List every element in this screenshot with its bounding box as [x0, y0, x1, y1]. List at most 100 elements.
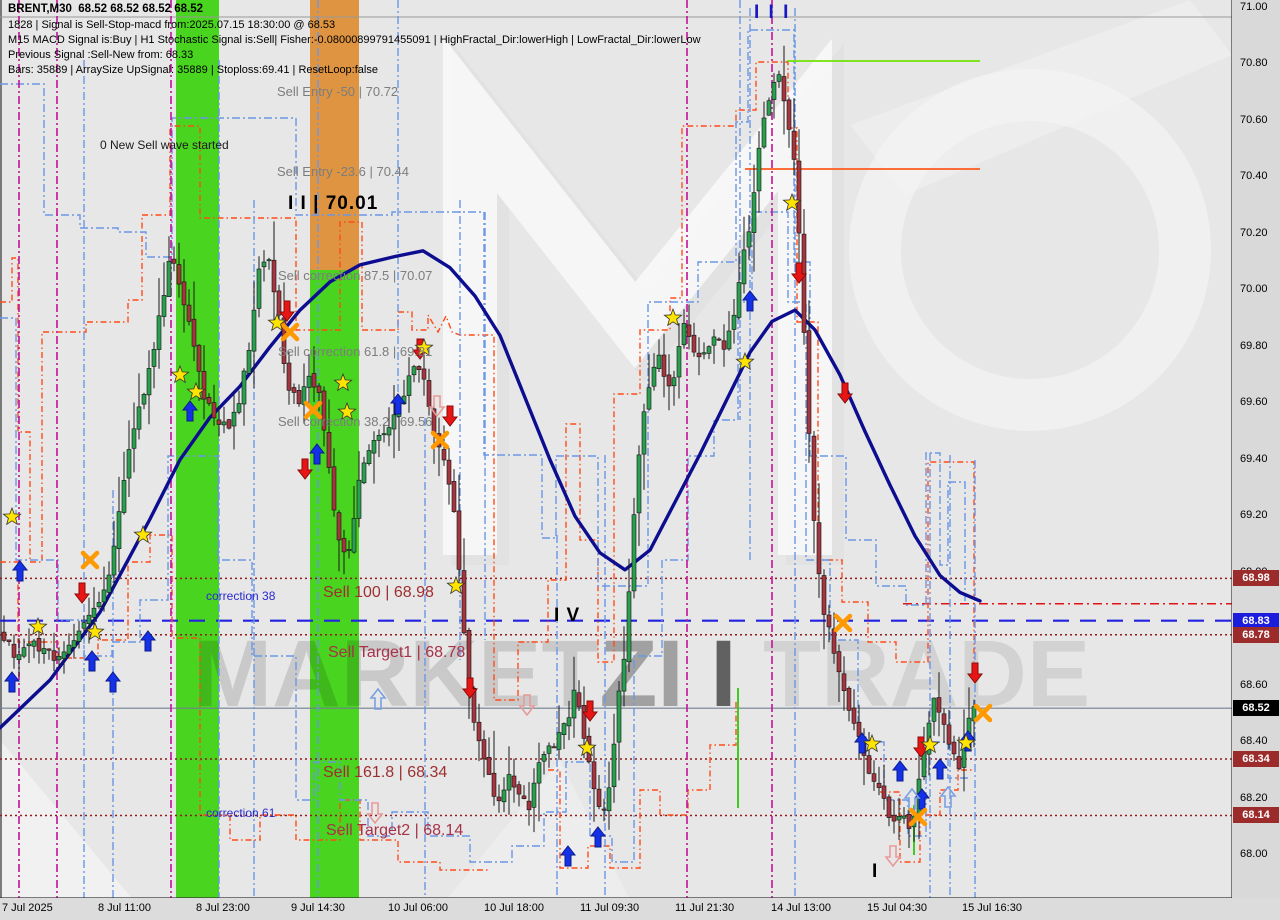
candle-body	[951, 741, 957, 755]
candle-body	[626, 591, 632, 663]
candle-body	[901, 815, 907, 819]
price-axis-tick-label: 68.20	[1240, 791, 1268, 804]
candle-body	[241, 370, 247, 405]
sell-arrow-icon	[884, 845, 902, 868]
candle-body	[576, 692, 582, 708]
candle-body	[206, 396, 212, 404]
candle-body	[691, 334, 697, 353]
signal-annotation: Sell Entry -23.6 | 70.44	[277, 164, 410, 179]
candle-body	[126, 449, 132, 479]
candle-body	[636, 454, 642, 514]
time-axis[interactable]	[0, 898, 1280, 920]
candle-body	[776, 74, 782, 82]
candle-body	[831, 628, 837, 654]
time-axis-tick-label: 11 Jul 21:30	[675, 902, 735, 914]
price-axis-tick-label: 68.40	[1240, 735, 1268, 748]
star-signal-icon	[577, 737, 597, 757]
candle-body	[686, 324, 692, 337]
x-signal-icon	[430, 430, 450, 450]
signal-annotation: Sell correction 87.5 | 70.07	[278, 268, 433, 283]
signal-annotation: correction 38	[206, 589, 276, 603]
candle-body	[501, 789, 507, 803]
candle-body	[766, 100, 772, 116]
candle-body	[301, 386, 307, 405]
candle-body	[286, 362, 292, 391]
candle-body	[661, 354, 667, 377]
candle-body	[651, 366, 657, 387]
candle-body	[821, 575, 827, 615]
candle-body	[116, 511, 122, 550]
signal-annotation: Sell 100 | 68.98	[323, 584, 434, 601]
star-signal-icon	[663, 307, 683, 327]
buy-arrow-icon	[308, 443, 326, 465]
candle-body	[366, 450, 372, 464]
signal-annotation: Sell 161.8 | 68.34	[323, 764, 448, 781]
candle-body	[681, 323, 687, 346]
candle-body	[276, 290, 282, 316]
candle-body	[386, 427, 392, 436]
candle-body	[621, 658, 627, 692]
price-axis[interactable]	[1232, 0, 1280, 898]
candle-body	[481, 739, 487, 760]
price-axis-tick-label: 70.20	[1240, 226, 1268, 239]
envelope-line	[880, 769, 974, 863]
star-signal-icon	[862, 733, 882, 753]
candle-body	[201, 371, 207, 400]
candle-body	[91, 607, 97, 618]
candle-body	[791, 130, 797, 160]
candle-body	[676, 346, 682, 378]
candle-body	[441, 449, 447, 461]
candle-body	[491, 772, 497, 797]
candle-body	[531, 782, 537, 808]
candle-body	[311, 373, 317, 388]
candle-body	[76, 630, 82, 642]
candle-body	[616, 690, 622, 743]
candle-body	[36, 638, 42, 652]
candle-body	[56, 655, 62, 661]
candle-body	[536, 762, 542, 784]
buy-arrow-icon	[589, 826, 607, 848]
price-badge: 68.14	[1233, 807, 1279, 824]
price-axis-tick-label: 69.80	[1240, 339, 1268, 352]
candle-body	[131, 428, 137, 449]
candle-body	[331, 466, 337, 511]
candle-body	[51, 650, 57, 661]
candle-body	[931, 697, 937, 722]
star-signal-icon	[735, 351, 755, 371]
candle-body	[141, 393, 147, 405]
candle-body	[846, 687, 852, 711]
candle-body	[841, 673, 847, 691]
candle-body	[221, 421, 227, 426]
candle-body	[461, 570, 467, 634]
time-axis-tick-label: 10 Jul 18:00	[484, 902, 544, 914]
sell-arrow-icon	[428, 395, 446, 418]
candle-body	[726, 330, 732, 350]
candle-body	[786, 99, 792, 130]
candle-body	[881, 785, 887, 799]
buy-arrow-icon	[11, 560, 29, 582]
candle-body	[16, 654, 22, 660]
candle-body	[46, 648, 52, 651]
candle-body	[416, 366, 422, 370]
candle-body	[346, 549, 352, 551]
buy-arrow-icon	[931, 758, 949, 780]
price-axis-tick-label: 69.20	[1240, 509, 1268, 522]
candle-body	[526, 800, 532, 811]
candle-body	[306, 375, 312, 388]
x-signal-icon	[833, 613, 853, 633]
candle-body	[251, 309, 257, 352]
wave-mark-label: I V	[554, 605, 581, 626]
candle-body	[451, 481, 457, 512]
candle-body	[291, 387, 297, 393]
candle-body	[811, 435, 817, 521]
candle-body	[456, 510, 462, 570]
buy-arrow-icon	[181, 400, 199, 422]
time-axis-tick-label: 10 Jul 06:00	[388, 902, 448, 914]
price-badge: 68.98	[1233, 570, 1279, 587]
signal-info-line-3: Previous Signal :Sell-New from: 68.33	[8, 49, 194, 61]
candle-body	[381, 433, 387, 436]
time-axis-tick-label: 9 Jul 14:30	[291, 902, 345, 914]
candle-body	[171, 258, 177, 264]
candle-body	[351, 518, 357, 553]
